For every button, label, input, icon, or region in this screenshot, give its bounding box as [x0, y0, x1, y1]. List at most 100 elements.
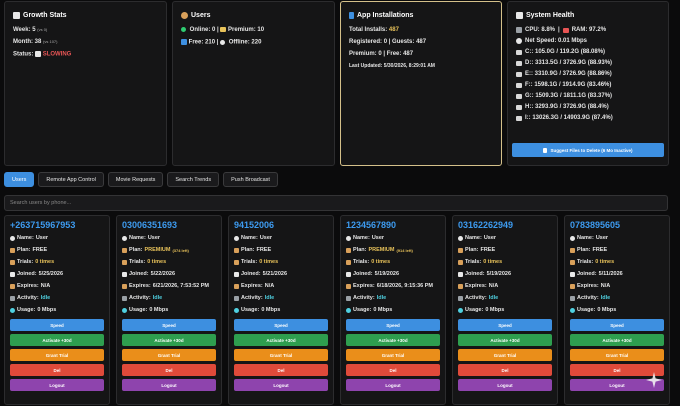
speed-button[interactable]: Speed	[570, 319, 664, 331]
delete-button[interactable]: Del	[122, 364, 216, 376]
speed-button[interactable]: Speed	[346, 319, 440, 331]
usage-icon	[234, 307, 239, 313]
tab-users[interactable]: Users	[4, 172, 35, 187]
main-tabs: Users Remote App Control Movie Requests …	[4, 172, 278, 187]
gift-icon	[458, 259, 463, 265]
delete-button[interactable]: Del	[234, 364, 328, 376]
grant-trial-button[interactable]: Grant Trial	[458, 349, 552, 361]
user-plan-row: Plan: FREE	[10, 247, 104, 253]
growth-title: Growth Stats	[23, 12, 67, 19]
user-usage-row: Usage: 0 Mbps	[458, 307, 552, 313]
online-dot-icon	[181, 27, 186, 32]
drive-row: C:: 105.0G / 119.2G (88.08%)	[516, 49, 660, 55]
user-phone[interactable]: 0783895605	[570, 220, 621, 230]
grant-trial-button[interactable]: Grant Trial	[122, 349, 216, 361]
delete-button[interactable]: Del	[346, 364, 440, 376]
user-card: 94152006 Name: User Plan: FREE Trials: 0…	[228, 215, 334, 405]
usage-icon	[346, 307, 351, 313]
logout-button[interactable]: Logout	[458, 379, 552, 391]
activate-30d-button[interactable]: Activate +30d	[346, 334, 440, 346]
installs-registered-row: Registered: 0 | Guests: 487	[349, 39, 427, 45]
tab-remote-app-control[interactable]: Remote App Control	[38, 172, 104, 187]
tab-push-broadcast[interactable]: Push Broadcast	[223, 172, 278, 187]
calendar-icon	[346, 271, 351, 277]
activate-30d-button[interactable]: Activate +30d	[10, 334, 104, 346]
user-trials-row: Trials: 0 times	[234, 259, 328, 265]
installs-total-row: Total Installs: 487	[349, 27, 399, 33]
delete-button[interactable]: Del	[570, 364, 664, 376]
user-icon	[234, 235, 239, 241]
users-title: Users	[191, 12, 211, 19]
grant-trial-button[interactable]: Grant Trial	[346, 349, 440, 361]
monitor-icon	[10, 295, 15, 301]
user-phone[interactable]: 94152006	[234, 220, 275, 230]
tab-movie-requests[interactable]: Movie Requests	[107, 172, 164, 187]
offline-dot-icon	[220, 39, 226, 45]
user-phone[interactable]: 1234567890	[346, 220, 397, 230]
user-card: 03162262949 Name: User Plan: FREE Trials…	[452, 215, 558, 405]
speed-button[interactable]: Speed	[122, 319, 216, 331]
users-panel: Users Online: 0 | Premium: 10 Free: 210 …	[172, 1, 335, 166]
monitor-icon	[458, 295, 463, 301]
user-phone[interactable]: +263715967953	[10, 220, 76, 230]
user-plan-row: Plan: PREMIUM (914 left)	[346, 247, 440, 253]
speed-button[interactable]: Speed	[234, 319, 328, 331]
user-activity-row: Activity: Idle	[122, 295, 216, 301]
user-plan-row: Plan: FREE	[458, 247, 552, 253]
activate-30d-button[interactable]: Activate +30d	[234, 334, 328, 346]
plan-value: FREE	[480, 247, 496, 253]
user-phone[interactable]: 03006351693	[122, 220, 178, 230]
plan-value: FREE	[592, 247, 608, 253]
plan-icon	[234, 247, 239, 253]
logout-button[interactable]: Logout	[10, 379, 104, 391]
drive-row: H:: 3293.9G / 3726.9G (88.4%)	[516, 104, 660, 110]
installs-panel: App Installations Total Installs: 487 Re…	[340, 1, 502, 166]
activate-30d-button[interactable]: Activate +30d	[122, 334, 216, 346]
activate-30d-button[interactable]: Activate +30d	[570, 334, 664, 346]
user-activity-row: Activity: Idle	[570, 295, 664, 301]
tab-search-trends[interactable]: Search Trends	[167, 172, 220, 187]
calendar-icon	[10, 271, 15, 277]
user-expires-row: Expires: 6/18/2026, 9:15:36 PM	[346, 283, 440, 289]
user-search-input[interactable]: Search users by phone...	[4, 195, 668, 211]
plan-icon	[458, 247, 463, 253]
usage-icon	[122, 307, 127, 313]
drive-icon	[516, 93, 522, 99]
growth-status-row: Status: SLOWING	[13, 51, 72, 58]
user-name-row: Name: User	[10, 235, 104, 241]
speed-button[interactable]: Speed	[458, 319, 552, 331]
hourglass-icon	[234, 283, 239, 289]
logout-button[interactable]: Logout	[122, 379, 216, 391]
grant-trial-button[interactable]: Grant Trial	[570, 349, 664, 361]
logout-button[interactable]: Logout	[570, 379, 664, 391]
logout-button[interactable]: Logout	[234, 379, 328, 391]
crown-icon	[220, 27, 227, 32]
logout-button[interactable]: Logout	[346, 379, 440, 391]
trash-icon	[543, 147, 548, 153]
grant-trial-button[interactable]: Grant Trial	[234, 349, 328, 361]
activate-30d-button[interactable]: Activate +30d	[458, 334, 552, 346]
delete-button[interactable]: Del	[10, 364, 104, 376]
drive-row: D:: 3313.5G / 3726.9G (88.93%)	[516, 60, 660, 66]
drive-row: I:: 13026.3G / 14903.9G (87.4%)	[516, 115, 660, 121]
user-name-row: Name: User	[458, 235, 552, 241]
gift-icon	[570, 259, 575, 265]
calendar-icon	[234, 271, 239, 277]
user-phone[interactable]: 03162262949	[458, 220, 514, 230]
calendar-icon	[570, 271, 575, 277]
plan-icon	[122, 247, 127, 253]
hourglass-icon	[458, 283, 463, 289]
user-cards: +263715967953 Name: User Plan: FREE Tria…	[4, 215, 670, 405]
user-expires-row: Expires: 6/21/2026, 7:53:52 PM	[122, 283, 216, 289]
plan-value: FREE	[32, 247, 48, 253]
user-card: 1234567890 Name: User Plan: PREMIUM (914…	[340, 215, 446, 405]
user-activity-row: Activity: Idle	[458, 295, 552, 301]
user-icon	[346, 235, 351, 241]
user-name-row: Name: User	[346, 235, 440, 241]
delete-button[interactable]: Del	[458, 364, 552, 376]
speed-button[interactable]: Speed	[10, 319, 104, 331]
user-usage-row: Usage: 0 Mbps	[570, 307, 664, 313]
suggest-delete-button[interactable]: Suggest Files to Delete (6 Mo Inactive)	[512, 143, 664, 157]
grant-trial-button[interactable]: Grant Trial	[10, 349, 104, 361]
rocket-icon	[516, 12, 523, 19]
